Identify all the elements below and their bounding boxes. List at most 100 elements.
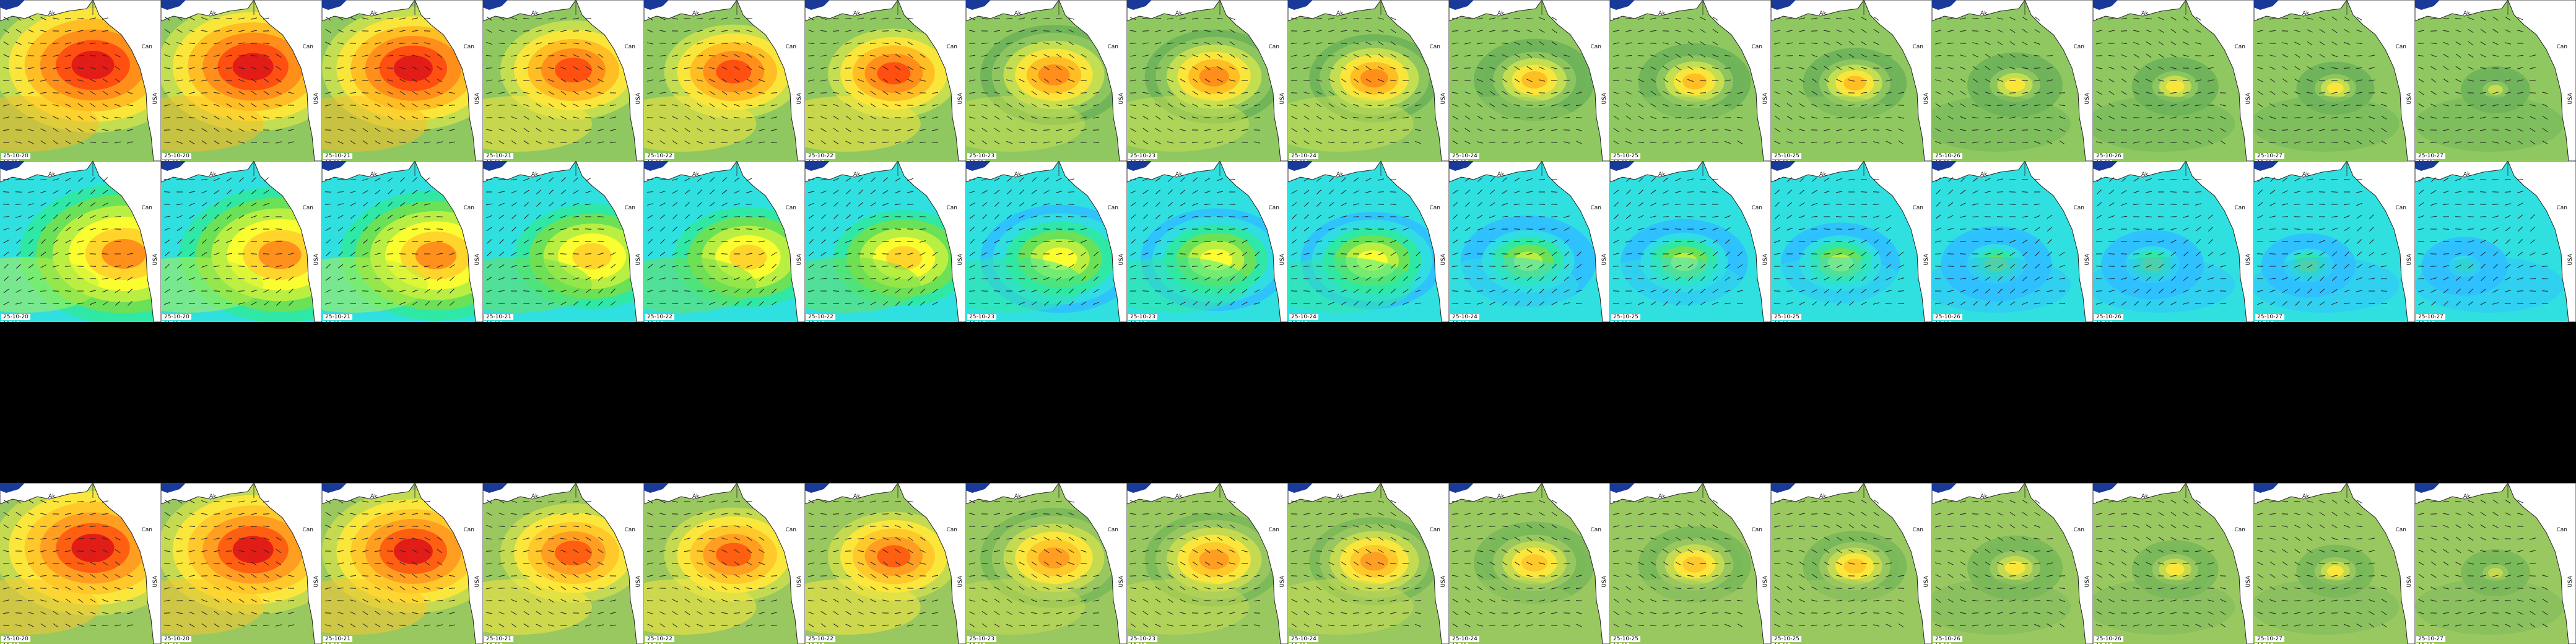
label-usa: USA [1923, 93, 1930, 105]
wind-arrow [697, 624, 703, 627]
wind-arrow [2157, 204, 2165, 205]
wind-arrow [324, 599, 332, 602]
wind-arrow [2517, 140, 2523, 145]
wind-arrow [1056, 276, 1062, 281]
contour-band [1038, 64, 1070, 85]
ice-cover [1771, 0, 1796, 10]
wind-arrow [697, 30, 703, 32]
wind-arrow [1959, 277, 1967, 280]
wind-arrow [1378, 276, 1384, 281]
wind-arrow [2307, 66, 2313, 70]
wind-arrow [1180, 189, 1186, 194]
wind-arrow [573, 66, 579, 70]
wind-arrow [53, 104, 59, 107]
wind-arrow [870, 562, 876, 565]
wind-arrow [2356, 67, 2362, 69]
wind-arrow [2009, 251, 2016, 256]
forecast-map [1288, 0, 1449, 161]
wind-arrow [374, 67, 381, 69]
wind-arrow [734, 103, 740, 107]
wind-arrow [697, 240, 703, 243]
wind-arrow [1538, 178, 1546, 181]
wind-arrow [895, 524, 901, 528]
wind-arrow [647, 562, 653, 565]
wind-arrow [1477, 91, 1483, 95]
wind-arrow [176, 612, 183, 614]
wind-arrow [684, 525, 690, 528]
wind-arrow [251, 215, 257, 219]
wind-arrow [287, 599, 295, 602]
wind-arrow [53, 537, 59, 540]
contour-band [555, 58, 592, 82]
blank-area [0, 322, 2576, 483]
wind-arrow [1786, 214, 1793, 219]
wind-arrow [734, 54, 740, 58]
contour-band [1199, 66, 1229, 87]
wind-arrow [1972, 42, 1978, 45]
wind-arrow [871, 177, 876, 182]
wind-arrow [1390, 142, 1397, 143]
wind-arrow [263, 215, 270, 218]
wind-arrow [1229, 264, 1235, 269]
wind-arrow [1179, 228, 1186, 230]
wind-arrow [907, 549, 913, 554]
wind-arrow [1676, 301, 1681, 306]
wind-arrow [2257, 116, 2263, 120]
wind-arrow [412, 116, 418, 120]
wind-arrow [2430, 17, 2437, 20]
wind-arrow [610, 612, 616, 614]
wind-arrow [1774, 189, 1780, 194]
wind-arrow [1700, 28, 1706, 33]
wind-arrow [276, 66, 282, 71]
date-stamp: 25-10-22 [806, 153, 835, 159]
wind-arrow [1056, 66, 1062, 71]
wind-arrow [1390, 264, 1396, 269]
time-stamp: 18:00 [2094, 321, 2113, 322]
wind-arrow [2269, 253, 2276, 255]
wind-arrow [115, 301, 121, 306]
wind-arrow [1081, 54, 1087, 58]
wind-arrow [164, 54, 170, 58]
wind-arrow [2430, 78, 2437, 83]
wind-arrow [263, 266, 270, 267]
wind-arrow [189, 624, 195, 627]
wind-arrow [424, 301, 430, 306]
wind-arrow [1489, 189, 1495, 194]
wind-arrow [350, 214, 356, 219]
wind-arrow [1539, 66, 1545, 70]
wind-arrow [1960, 289, 1966, 293]
label-can: Can [1268, 205, 1279, 211]
wind-arrow [2257, 202, 2263, 207]
wind-arrow [2504, 303, 2512, 304]
wind-arrow [66, 214, 71, 219]
wind-arrow [2195, 264, 2201, 269]
wind-arrow [560, 228, 567, 230]
wind-arrow [188, 116, 196, 119]
wind-arrow [1378, 264, 1384, 269]
wind-arrow [164, 116, 170, 119]
wind-arrow [1885, 303, 1892, 304]
wind-arrow [1155, 128, 1161, 133]
wind-arrow [1217, 129, 1223, 131]
contour-band [415, 242, 457, 269]
wind-arrow [907, 500, 914, 503]
wind-arrow [2430, 116, 2437, 119]
wind-arrow [1959, 253, 1967, 255]
wind-arrow [1081, 301, 1087, 306]
wind-arrow [53, 67, 59, 69]
wind-arrow [2133, 41, 2139, 45]
wind-arrow [770, 625, 778, 626]
wind-arrow [907, 92, 913, 94]
wind-arrow [2183, 276, 2189, 281]
wind-arrow [1006, 240, 1012, 243]
wind-arrow [560, 537, 567, 540]
wind-arrow [250, 228, 258, 230]
wind-arrow [2108, 54, 2115, 57]
wind-arrow [3, 41, 9, 46]
wind-arrow [28, 290, 34, 292]
wind-arrow [349, 575, 357, 577]
wind-arrow [2047, 277, 2053, 281]
wind-arrow [2294, 289, 2300, 294]
wind-arrow [1774, 91, 1780, 95]
wind-arrow [350, 264, 356, 268]
